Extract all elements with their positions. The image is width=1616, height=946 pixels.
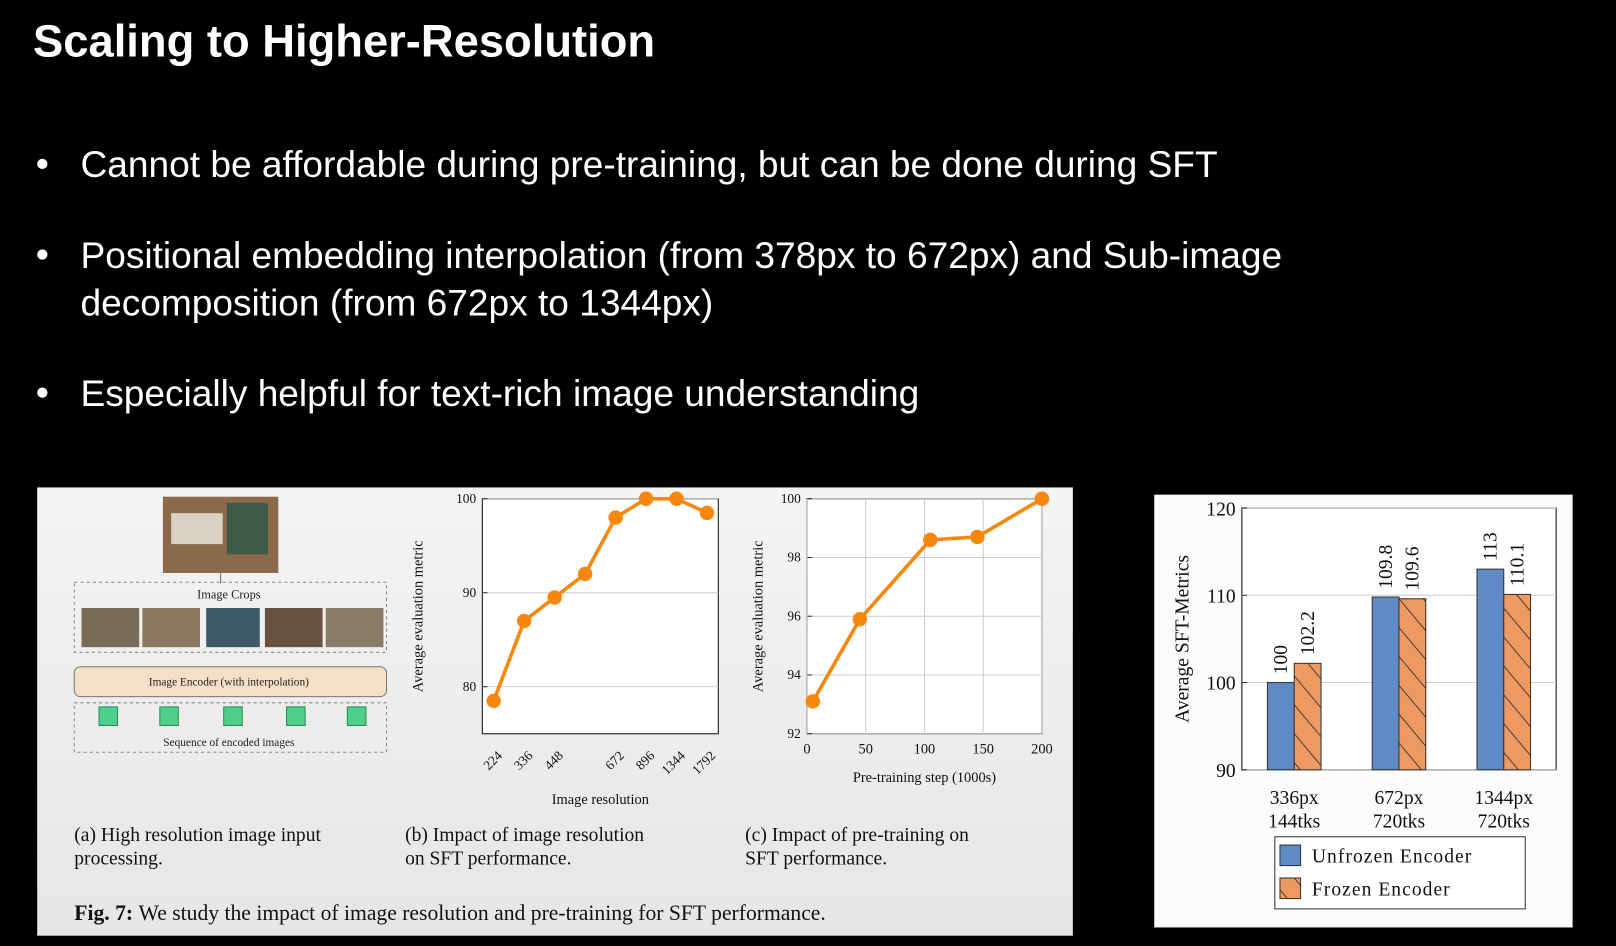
token [346,706,367,726]
data-point [1034,491,1050,506]
slide-title: Scaling to Higher-Resolution [33,16,655,67]
value-label: 109.6 [1403,546,1424,590]
token [98,706,119,726]
data-point [669,491,684,506]
bar [1371,596,1400,771]
subcaption: (c) Impact of pre-training on [745,825,969,846]
x-axis-label: Pre-training step (1000s) [853,770,996,786]
y-axis-label: Average evaluation metric [751,540,767,692]
y-axis-label: Average SFT-Metrics [1172,555,1193,723]
x-tick-label: 144tks [1268,811,1320,832]
figure-text: We study the impact of image resolution … [139,901,826,925]
y-tick-label: 90 [1216,761,1236,782]
y-tick-label: 100 [1206,674,1236,695]
value-label: 102.2 [1298,611,1319,655]
x-tick-label: 100 [914,741,936,757]
token [159,706,179,726]
data-point [547,590,562,605]
token [223,706,243,726]
y-tick-label: 120 [1206,499,1236,520]
subcaption: (b) Impact of image resolution [405,825,644,846]
y-axis-label: Average evaluation metric [411,540,427,692]
sequence-label: Sequence of encoded images [163,737,294,749]
bullet-text: Especially helpful for text-rich image u… [80,372,919,414]
x-tick-label: 336px [1270,788,1319,809]
data-point [608,510,623,525]
y-tick-label: 80 [463,679,477,694]
subcaption: SFT performance. [745,849,887,870]
encoder-label: Image Encoder (with interpolation) [149,676,309,688]
x-tick-label: 672px [1375,788,1424,809]
x-tick-label: 0 [803,741,810,757]
x-tick-label: 720tks [1373,811,1425,832]
legend-label: Unfrozen Encoder [1312,847,1472,868]
legend-swatch [1279,844,1302,867]
token [286,706,306,726]
bullet-text: decomposition (from 672px to 1344px) [80,281,713,323]
value-label: 110.1 [1507,543,1528,586]
legend-label: Frozen Encoder [1312,880,1451,901]
data-point [638,491,654,506]
value-label: 100 [1271,645,1292,675]
crop [142,607,201,648]
y-tick-label: 92 [787,726,800,741]
bar-hatch [1398,598,1426,770]
crops-label: Image Crops [197,588,261,602]
encoder-box [73,666,388,698]
legend-box [1274,836,1526,910]
x-tick-label: 50 [859,741,873,757]
subcaption: on SFT performance. [405,849,571,870]
data-point [970,529,985,545]
bar [1476,568,1505,771]
crops-box [73,581,388,653]
image-detail [171,513,223,545]
value-label: 113 [1481,532,1502,561]
value-label: 109.8 [1376,545,1397,589]
figure-caption: Fig. 7: We study the impact of image res… [74,901,826,925]
plot-frame [481,498,719,735]
y-tick-label: 94 [787,667,801,682]
bullet-dot [37,249,48,260]
x-axis-label: Image resolution [552,792,649,808]
legend-hatch [1279,877,1301,899]
data-point [699,505,715,521]
x-tick-label: 1344px [1474,788,1533,809]
y-tick-label: 100 [781,491,801,506]
subcaption: processing. [74,849,163,870]
data-point [852,611,868,627]
y-tick-label: 98 [787,550,801,565]
y-tick-label: 90 [463,585,477,600]
subcaption: (a) High resolution image input [74,825,321,846]
y-tick-label: 100 [456,491,476,506]
image-detail [226,502,269,555]
data-point [577,566,593,582]
y-tick-label: 110 [1207,586,1236,607]
data-point [516,613,532,629]
x-tick-label: 150 [972,741,994,757]
crop [81,607,140,648]
bullet-text: Cannot be affordable during pre-training… [80,143,1217,185]
bullet-dot [37,158,48,170]
bar [1266,682,1295,771]
x-tick-label: 200 [1031,741,1053,757]
bullet-dot [37,387,48,398]
bullet-text: Positional embedding interpolation (from… [80,234,1282,276]
bar-hatch [1294,663,1322,770]
sequence-box [73,702,388,753]
x-tick-label: 720tks [1478,811,1530,832]
crop [264,607,323,648]
figure-label: Fig. 7: [74,901,133,925]
y-tick-label: 96 [787,608,801,623]
data-point [805,694,821,709]
bar-hatch [1503,594,1531,770]
diagram: Image Crops Image Encoder (with interpol… [73,496,388,753]
crop [206,607,260,648]
data-point [923,532,938,548]
crop [325,607,384,648]
data-point [486,693,501,709]
